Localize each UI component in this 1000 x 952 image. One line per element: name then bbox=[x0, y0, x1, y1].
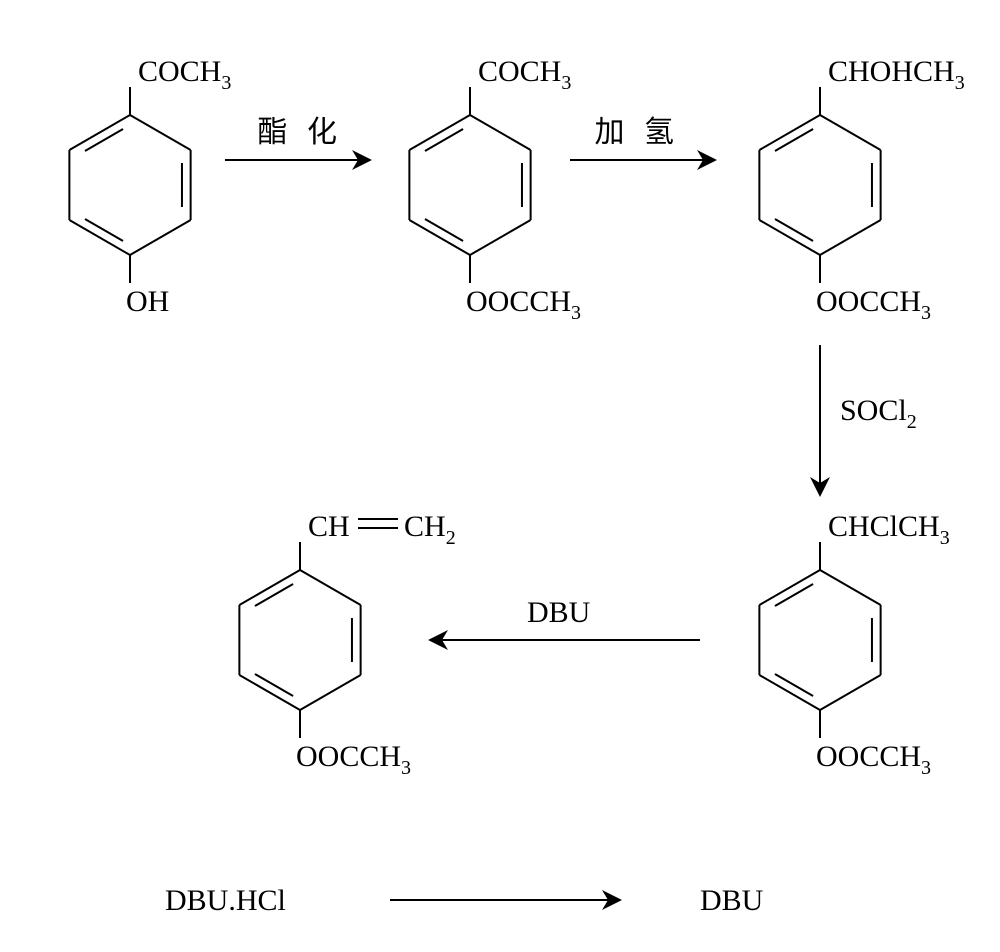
molecule-m1: COCH3 OH bbox=[69, 55, 231, 318]
svg-text:CHClCH3: CHClCH3 bbox=[828, 510, 950, 549]
svg-text:OOCCH3: OOCCH3 bbox=[466, 285, 581, 324]
svg-text:COCH3: COCH3 bbox=[478, 55, 571, 94]
eq-left: DBU.HCl bbox=[165, 884, 286, 917]
svg-text:OOCCH3: OOCCH3 bbox=[816, 285, 931, 324]
arrow-a4: DBU bbox=[430, 596, 700, 640]
molecule-m5: CH CH2 OOCCH3 bbox=[239, 510, 455, 779]
arrow-a1: 酯 化 bbox=[225, 116, 370, 160]
svg-text:CH2: CH2 bbox=[404, 510, 456, 549]
reagent-label: 酯 化 bbox=[258, 116, 344, 149]
svg-text:CH: CH bbox=[308, 510, 350, 543]
arrow-a3: SOCl2 bbox=[820, 345, 917, 495]
eq-right: DBU bbox=[700, 884, 764, 917]
molecule-m2: COCH3 OOCCH3 bbox=[409, 55, 581, 324]
reagent-label: DBU bbox=[527, 596, 591, 629]
svg-text:OOCCH3: OOCCH3 bbox=[296, 740, 411, 779]
svg-text:OH: OH bbox=[126, 285, 169, 318]
reagent-label: 加 氢 bbox=[595, 116, 681, 149]
reaction-scheme: COCH3 OH COCH3 OOCCH3 CHOHCH3 OOCCH3 CHClCH3 OO… bbox=[0, 0, 1000, 952]
reagent-label: SOCl2 bbox=[840, 394, 917, 433]
molecule-m3: CHOHCH3 OOCCH3 bbox=[759, 55, 964, 324]
svg-text:CHOHCH3: CHOHCH3 bbox=[828, 55, 965, 94]
molecule-m4: CHClCH3 OOCCH3 bbox=[759, 510, 949, 779]
arrow-a2: 加 氢 bbox=[570, 116, 715, 160]
svg-text:OOCCH3: OOCCH3 bbox=[816, 740, 931, 779]
svg-text:COCH3: COCH3 bbox=[138, 55, 231, 94]
